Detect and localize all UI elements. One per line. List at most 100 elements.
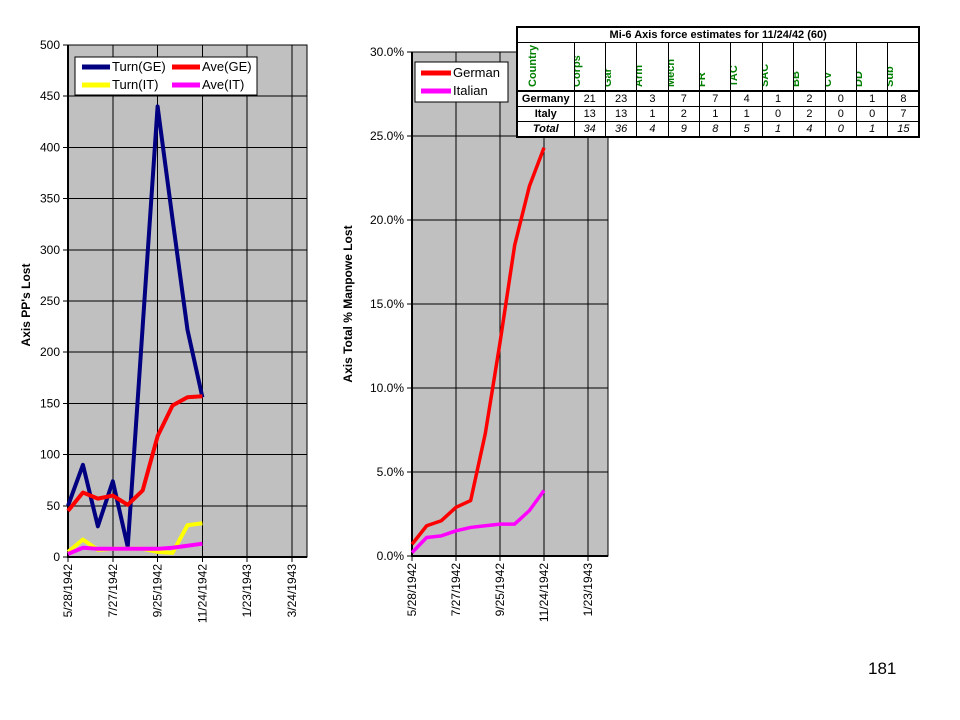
column-header-label: SAC: [762, 63, 772, 87]
cell-value: 5: [730, 121, 763, 138]
x-tick-label: 9/25/1942: [493, 563, 507, 617]
column-header-gar: Gar: [604, 42, 638, 92]
column-header-cv: CV: [824, 42, 858, 92]
cell-value: 4: [730, 90, 763, 107]
cell-value: 0: [824, 106, 858, 122]
column-header-bb: BB: [793, 42, 826, 92]
y-tick-label: 15.0%: [370, 297, 404, 311]
page-number: 181: [868, 659, 897, 678]
column-header-arm: Arm: [636, 42, 669, 92]
x-tick-label: 7/27/1942: [106, 564, 120, 618]
series-line-german: [410, 147, 546, 546]
cell-value: 8: [699, 121, 732, 138]
cell-value: 0: [856, 106, 889, 122]
row-label: Germany: [516, 90, 575, 107]
table-header-row: Country Corps Gar Arm Mech FR TAC SAC BB CV DD Sub: [516, 42, 920, 92]
cell-value: 2: [667, 106, 701, 122]
y-tick-label: 500: [40, 38, 60, 52]
series-line-ave-it: [67, 541, 203, 556]
column-header-label: Gar: [605, 68, 615, 87]
y-tick-label: 150: [40, 396, 60, 410]
y-tick-label: 400: [40, 140, 60, 154]
cell-value: 8: [887, 90, 920, 107]
legend-label-turn-it: Turn(IT): [112, 77, 158, 92]
legend-label-italian: Italian: [453, 83, 488, 98]
cell-value: 15: [887, 121, 920, 138]
table-row-total: Total 34 36 4 9 8 5 1 4 0 1 15: [516, 121, 920, 138]
series-line-ave-ge: [66, 394, 203, 513]
cell-value: 0: [824, 121, 858, 138]
column-header-sub: Sub: [887, 42, 920, 92]
y-tick-label: 30.0%: [370, 45, 404, 59]
cell-value: 36: [604, 121, 638, 138]
cell-value: 13: [604, 106, 638, 122]
cell-value: 2: [793, 90, 826, 107]
y-tick-label: 10.0%: [370, 381, 404, 395]
column-header-dd: DD: [856, 42, 889, 92]
x-tick-label: 1/23/1943: [240, 564, 254, 618]
y-tick-label: 100: [40, 448, 60, 462]
x-tick-label: 9/25/1942: [151, 564, 165, 618]
column-header-label: FR: [699, 72, 709, 87]
cell-value: 21: [573, 90, 606, 107]
column-header-label: DD: [856, 71, 866, 87]
column-header-mech: Mech: [667, 42, 701, 92]
y-tick-label: 20.0%: [370, 213, 404, 227]
column-header-label: TAC: [730, 65, 740, 87]
y-tick-label: 0.0%: [377, 549, 405, 563]
legend-label-turn-ge: Turn(GE): [112, 59, 166, 74]
table-row-italy: Italy 13 13 1 2 1 1 0 2 0 0 7: [516, 106, 920, 122]
cell-value: 13: [573, 106, 606, 122]
column-header-corps: Corps: [573, 42, 606, 92]
cell-value: 1: [699, 106, 732, 122]
cell-value: 34: [573, 121, 606, 138]
cell-value: 1: [856, 90, 889, 107]
x-tick-label: 3/24/1943: [285, 564, 299, 618]
right-chart-y-axis-title: Axis Total % Manpowe Lost: [341, 225, 355, 382]
column-header-label: Arm: [636, 64, 646, 87]
cell-value: 7: [699, 90, 732, 107]
y-tick-label: 50: [47, 499, 61, 513]
column-header-label: BB: [793, 71, 803, 87]
column-header-fr: FR: [699, 42, 732, 92]
cell-value: 2: [793, 106, 826, 122]
cell-value: 1: [761, 121, 795, 138]
x-tick-label: 5/28/1942: [61, 564, 75, 618]
x-tick-label: 1/23/1943: [581, 563, 595, 617]
column-header-sac: SAC: [761, 42, 795, 92]
y-tick-label: 0: [53, 550, 60, 564]
cell-value: 1: [761, 90, 795, 107]
y-tick-label: 5.0%: [377, 465, 405, 479]
cell-value: 23: [604, 90, 638, 107]
column-header-label: Country: [526, 44, 539, 87]
cell-value: 0: [761, 106, 795, 122]
cell-value: 4: [636, 121, 669, 138]
column-header-label: Mech: [668, 58, 677, 87]
y-tick-label: 350: [40, 192, 60, 206]
cell-value: 9: [667, 121, 701, 138]
axis-pp-lost-chart: 0 50 100 150 200 250 300 350 400 450 500 5/28/1942 7…: [40, 38, 308, 623]
legend-label-german: German: [453, 65, 500, 80]
x-tick-label: 11/24/1942: [537, 563, 551, 622]
cell-value: 4: [793, 121, 826, 138]
table-row-germany: Germany 21 23 3 7 7 4 1 2 0 1 8: [516, 90, 920, 107]
x-tick-label: 5/28/1942: [405, 563, 419, 617]
x-tick-label: 11/24/1942: [195, 564, 209, 623]
force-estimates-table: Mi-6 Axis force estimates for 11/24/42 (…: [516, 26, 921, 138]
column-header-label: CV: [825, 71, 834, 87]
series-line-italian: [410, 489, 546, 554]
cell-value: 0: [824, 90, 858, 107]
x-tick-label: 7/27/1942: [449, 563, 463, 617]
y-tick-label: 250: [40, 294, 60, 308]
row-label: Total: [516, 121, 575, 138]
left-chart-y-axis-title: Axis PP's Lost: [19, 264, 33, 347]
column-header-label: Corps: [574, 55, 583, 87]
y-tick-label: 450: [40, 89, 60, 103]
cell-value: 1: [730, 106, 763, 122]
y-tick-label: 200: [40, 345, 60, 359]
row-label: Italy: [516, 106, 575, 122]
y-tick-label: 300: [40, 243, 60, 257]
legend-label-ave-ge: Ave(GE): [202, 59, 252, 74]
column-header-label: Sub: [887, 66, 897, 87]
